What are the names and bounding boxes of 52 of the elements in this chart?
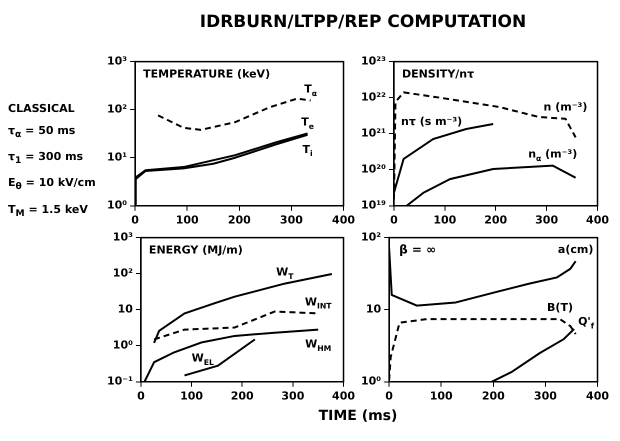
x-tick-label: 200: [230, 389, 254, 402]
x-tick-label: 200: [484, 213, 508, 226]
series-label: a(cm): [558, 243, 594, 256]
x-tick-label: 300: [535, 213, 558, 226]
text: DENSITY/nτ: [402, 68, 474, 81]
x-tick-label: 400: [332, 213, 356, 226]
y-tick-label: 10⁰: [360, 374, 382, 388]
y-tick-label: 10³: [106, 54, 128, 68]
y-tick-label: 10: [366, 302, 382, 316]
annotation: β = ∞: [399, 242, 436, 257]
y-tick-label: 10⁰: [112, 338, 134, 352]
x-axis-title: TIME (ms): [318, 408, 398, 424]
y-tick-label: 10³: [112, 230, 134, 244]
x-tick-label: 400: [586, 389, 610, 402]
x-tick-label: 100: [433, 213, 457, 226]
text: CLASSICAL: [8, 101, 76, 117]
x-tick-label: 300: [280, 213, 304, 226]
text: TEMPERATURE (keV): [143, 68, 270, 81]
y-tick-label: 10²³: [360, 54, 386, 68]
x-tick-label: 0: [137, 389, 146, 402]
text: τ$_{α}$ = 50 ms: [8, 123, 76, 142]
text: IDRBURN/LTPP/REP COMPUTATION: [198, 12, 528, 32]
y-tick-label: 10²²: [360, 90, 386, 104]
x-tick-label: 100: [176, 213, 200, 226]
x-tick-label: 200: [228, 213, 252, 226]
y-tick-label: 10²⁰: [360, 162, 386, 176]
y-tick-label: 10²: [360, 230, 382, 244]
x-tick-label: 100: [430, 389, 454, 402]
x-tick-label: 400: [332, 389, 356, 402]
x-tick-label: 0: [385, 389, 394, 402]
text: τ$_{1}$ = 300 ms: [8, 149, 84, 168]
x-tick-label: 0: [390, 213, 398, 226]
x-tick-label: 400: [586, 213, 610, 226]
text: ENERGY (MJ/m): [148, 244, 243, 257]
y-tick-label: 10⁰: [106, 198, 128, 212]
text: E$_{θ}$ = 10 kV/cm: [8, 175, 97, 195]
y-tick-label: 10²: [106, 102, 128, 116]
x-tick-label: 200: [482, 389, 506, 402]
y-tick-label: 10²¹: [360, 126, 386, 140]
x-tick-label: 0: [131, 213, 140, 226]
x-tick-label: 300: [534, 389, 558, 402]
x-tick-label: 100: [180, 389, 204, 402]
series-label: B(T): [547, 301, 573, 314]
y-tick-label: 10⁻¹: [106, 374, 134, 388]
y-tick-label: 10: [118, 302, 134, 316]
y-tick-label: 10¹: [106, 150, 128, 164]
text: T$_{M}$ = 1.5 keV: [8, 202, 89, 221]
x-tick-label: 300: [281, 389, 305, 402]
y-tick-label: 10²: [112, 266, 134, 280]
series-label: nτ (s m⁻³): [401, 115, 462, 128]
series-label: n (m⁻³): [544, 100, 588, 114]
y-tick-label: 10¹⁹: [360, 198, 386, 212]
